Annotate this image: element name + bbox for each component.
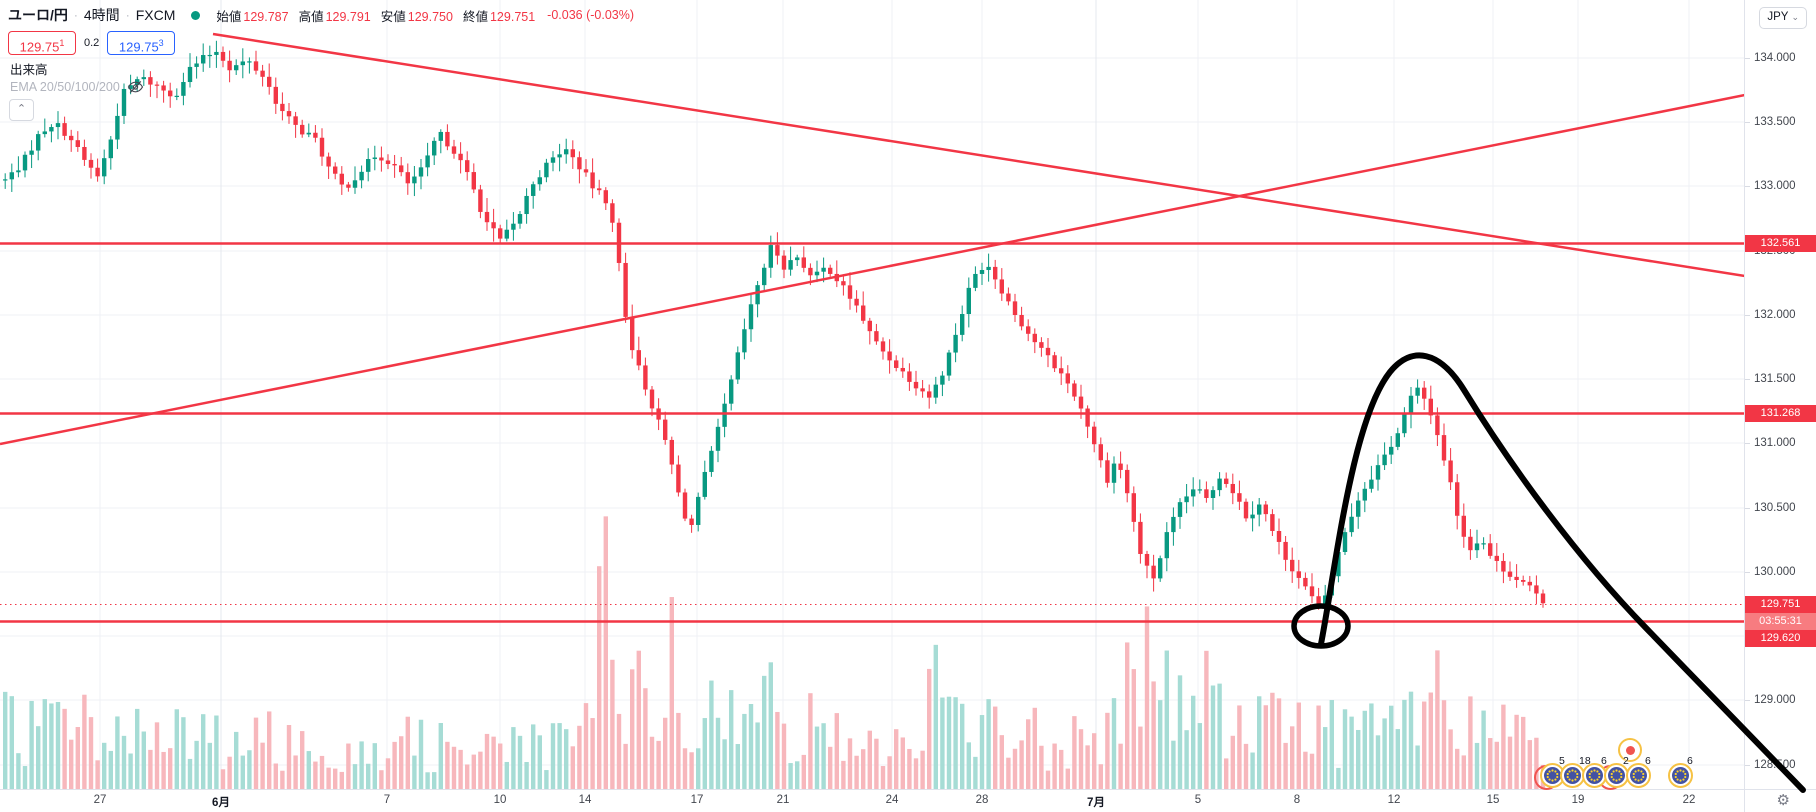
time-tick-label: 24 xyxy=(885,794,899,806)
reactions-cluster: 5 18 6 2 6 6 xyxy=(1528,738,1708,793)
time-tick-label: 21 xyxy=(776,794,790,806)
price-tick-label: 133.000 xyxy=(1745,180,1796,192)
timeframe[interactable]: 4時間 xyxy=(83,7,120,23)
buy-button[interactable]: 129.753 xyxy=(107,31,176,55)
collapse-legend-button[interactable]: ⌃ xyxy=(9,99,34,121)
candlestick-series[interactable] xyxy=(0,0,1745,790)
axis-corner: ⚙ xyxy=(1744,789,1816,812)
price-tick-label: 134.000 xyxy=(1745,52,1796,64)
time-tick-label: 7月 xyxy=(1087,797,1105,809)
time-tick-label: 14 xyxy=(578,794,592,806)
reaction-count: 6 xyxy=(1645,755,1651,767)
time-tick-label: 17 xyxy=(690,794,704,806)
time-tick-label: 5 xyxy=(1194,794,1202,806)
price-tick-label: 132.000 xyxy=(1745,309,1796,321)
chevron-down-icon: ⌄ xyxy=(1791,12,1799,22)
time-tick-label: 8 xyxy=(1293,794,1301,806)
time-tick-label: 19 xyxy=(1571,794,1585,806)
time-tick-label: 10 xyxy=(493,794,507,806)
symbol-name[interactable]: ユーロ/円 xyxy=(8,7,68,23)
price-badge: 132.561 xyxy=(1745,235,1816,252)
reaction-count: 6 xyxy=(1687,755,1693,767)
price-tick-label: 131.000 xyxy=(1745,437,1796,449)
quote-row: 129.751 0.2 129.753 xyxy=(8,31,176,55)
close-value: 終値 129.751 xyxy=(462,9,536,24)
reaction-red-dot-bubble[interactable] xyxy=(1618,738,1642,762)
time-tick-label: 7 xyxy=(383,794,391,806)
high-value: 高値 129.791 xyxy=(298,9,371,24)
price-badge: 03:55:31 xyxy=(1745,613,1816,630)
chart-canvas[interactable] xyxy=(0,0,1745,790)
time-tick-label: 22 xyxy=(1682,794,1696,806)
reaction-count: 18 xyxy=(1579,755,1591,767)
price-badge: 129.751 xyxy=(1745,596,1816,613)
ema-legend[interactable]: EMA 20/50/100/200 xyxy=(10,80,144,94)
price-tick-label: 130.000 xyxy=(1745,566,1796,578)
time-tick-label: 12 xyxy=(1387,794,1401,806)
exchange: FXCM xyxy=(135,7,176,23)
time-tick-label: 6月 xyxy=(212,797,230,809)
eye-slash-icon[interactable] xyxy=(127,80,144,94)
separator-dot: · xyxy=(125,8,130,22)
price-badge: 129.620 xyxy=(1745,630,1816,647)
time-axis[interactable]: 27 6月 7 10 14 17 21 24 28 7月 5 8 12 15 19 22 xyxy=(0,789,1745,812)
price-tick-label: 129.000 xyxy=(1745,694,1796,706)
price-tick-label: 128.500 xyxy=(1745,759,1796,771)
open-value: 始値 129.787 xyxy=(216,9,289,24)
currency-dropdown[interactable]: JPY ⌄ xyxy=(1759,7,1807,29)
price-tick-label: 131.500 xyxy=(1745,373,1796,385)
reaction-count: 6 xyxy=(1601,755,1607,767)
price-tick-label: 133.500 xyxy=(1745,116,1796,128)
separator-dot: · xyxy=(73,8,78,22)
low-value: 安値 129.750 xyxy=(380,9,453,24)
ohlc-row: 始値 129.787 高値 129.791 安値 129.750 終値 129.751 … xyxy=(216,6,634,25)
ema-legend-label: EMA 20/50/100/200 xyxy=(10,80,120,94)
spread-value: 0.2 xyxy=(84,37,100,49)
price-tick-label: 130.500 xyxy=(1745,502,1796,514)
symbol-header: ユーロ/円 · 4時間 · FXCM 始値 129.787 高値 129.791 安… xyxy=(8,5,634,25)
volume-legend[interactable]: 出来高 xyxy=(10,63,48,77)
settings-gear-icon[interactable]: ⚙ xyxy=(1776,792,1790,809)
sell-button[interactable]: 129.751 xyxy=(8,31,76,55)
reaction-count: 5 xyxy=(1559,755,1565,767)
price-badge: 131.268 xyxy=(1745,405,1816,422)
time-tick-label: 27 xyxy=(93,794,107,806)
price-axis[interactable]: 134.000133.500133.000132.500132.000131.5… xyxy=(1744,0,1816,790)
time-tick-label: 15 xyxy=(1486,794,1500,806)
time-tick-label: 28 xyxy=(975,794,989,806)
market-status-icon[interactable] xyxy=(191,10,201,20)
change-value: -0.036 (-0.03%) xyxy=(547,8,635,22)
reaction-count: 2 xyxy=(1623,755,1629,767)
